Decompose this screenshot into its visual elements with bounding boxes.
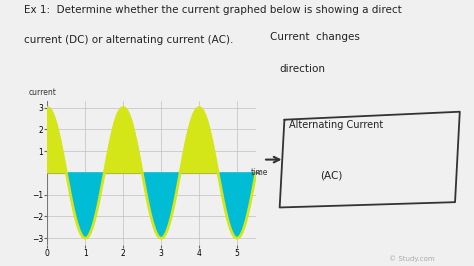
Text: current: current bbox=[28, 88, 56, 97]
Text: (AC): (AC) bbox=[320, 170, 342, 180]
Text: current (DC) or alternating current (AC).: current (DC) or alternating current (AC)… bbox=[24, 35, 233, 45]
Text: Current  changes: Current changes bbox=[270, 32, 360, 42]
Text: © Study.com: © Study.com bbox=[389, 255, 434, 262]
Text: Ex 1:  Determine whether the current graphed below is showing a direct: Ex 1: Determine whether the current grap… bbox=[24, 5, 401, 15]
Text: direction: direction bbox=[280, 64, 326, 74]
Text: Alternating Current: Alternating Current bbox=[289, 120, 383, 130]
Text: time: time bbox=[250, 168, 268, 177]
